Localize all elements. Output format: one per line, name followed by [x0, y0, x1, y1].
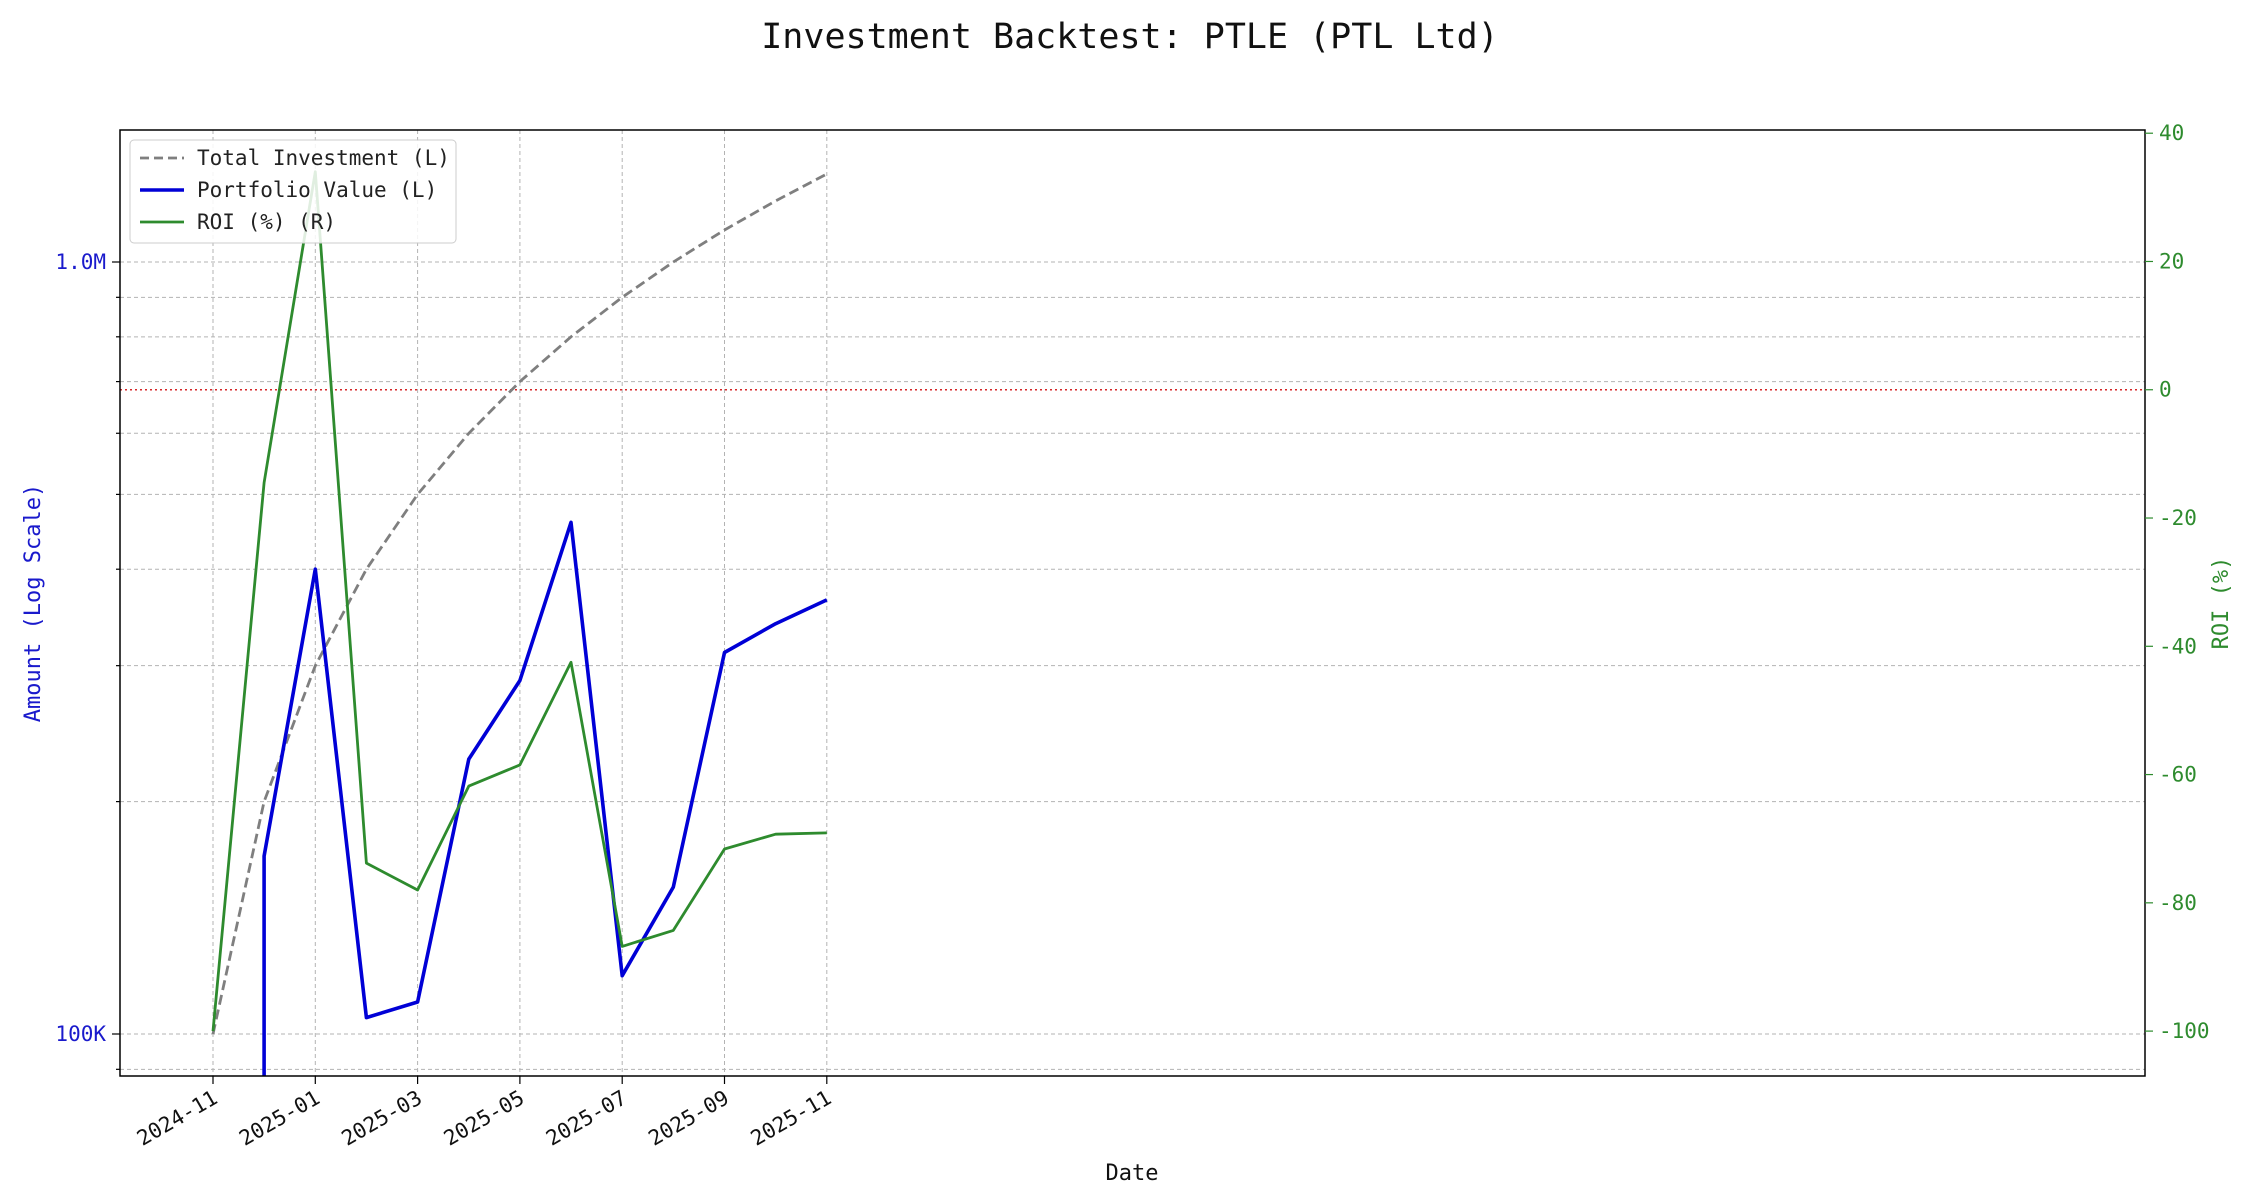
right-axis-ticks: 40 20 0 -20 -40 -60 -80 -100: [2145, 121, 2210, 1043]
left-tick-label: 100K: [55, 1022, 106, 1046]
left-axis-label: Amount (Log Scale): [21, 484, 46, 722]
right-tick-label: 20: [2159, 249, 2184, 273]
legend-label: Total Investment (L): [197, 146, 450, 170]
left-tick-label: 1.0M: [55, 250, 106, 274]
x-tick-label: 2025-01: [235, 1086, 324, 1151]
x-tick-label: 2025-07: [542, 1086, 631, 1151]
grid: [120, 130, 2145, 1076]
right-tick-label: -80: [2159, 891, 2197, 915]
left-axis-ticks: 100K 1.0M: [55, 250, 120, 1070]
legend: Total Investment (L) Portfolio Value (L) R…: [129, 139, 457, 244]
legend-label: Portfolio Value (L): [197, 178, 437, 202]
x-tick-label: 2025-11: [747, 1086, 836, 1151]
chart-title: Investment Backtest: PTLE (PTL Ltd): [761, 17, 1499, 57]
x-tick-label: 2024-11: [133, 1086, 222, 1151]
x-tick-label: 2025-03: [337, 1086, 426, 1151]
right-tick-label: 0: [2159, 378, 2172, 402]
right-tick-label: -100: [2159, 1019, 2210, 1043]
x-tick-label: 2025-05: [440, 1086, 529, 1151]
right-tick-label: -40: [2159, 634, 2197, 658]
right-tick-label: 40: [2159, 121, 2184, 145]
legend-box: [129, 139, 457, 244]
x-axis-label: Date: [1106, 1161, 1159, 1186]
right-tick-label: -20: [2159, 506, 2197, 530]
x-axis-ticks: 2024-11 2025-01 2025-03 2025-05 2025-07 2025-…: [133, 1076, 835, 1151]
right-tick-label: -60: [2159, 763, 2197, 787]
x-tick-label: 2025-09: [644, 1086, 733, 1151]
plot-frame: [119, 129, 2146, 1077]
legend-label: ROI (%) (R): [197, 210, 336, 234]
right-axis-label: ROI (%): [2209, 557, 2234, 650]
series-line-1: [262, 520, 828, 1076]
series-line-0: [211, 172, 828, 1035]
